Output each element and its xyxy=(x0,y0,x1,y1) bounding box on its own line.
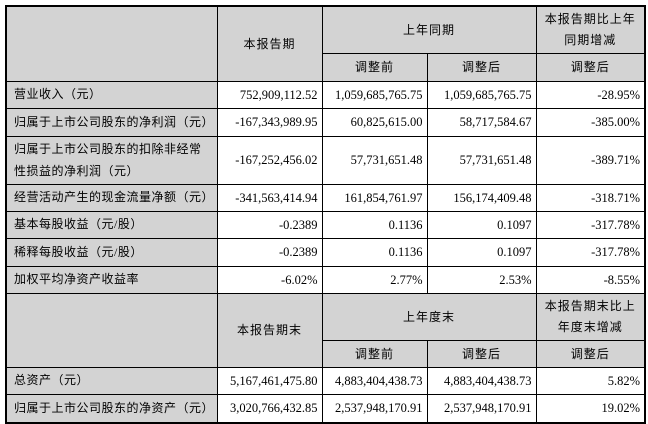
row-label: 营业收入（元） xyxy=(5,81,218,109)
cell-adjusted-before: 2.77% xyxy=(321,266,428,295)
section2-col-prior-group: 上年度末 xyxy=(321,293,537,342)
financial-summary-table: 本报告期 上年同期 本报告期比上年同期增减 调整前 调整后 调整后 营业收入（元… xyxy=(5,5,647,424)
cell-adjusted-after: 57,731,651.48 xyxy=(426,135,537,186)
section1-header-row1: 本报告期 上年同期 本报告期比上年同期增减 xyxy=(5,5,646,82)
row-label: 基本每股收益（元/股） xyxy=(5,211,218,240)
section2-header-row2: 调整前 调整后 调整后 xyxy=(6,340,646,369)
section2-header-row1: 本报告期末 上年度末 本报告期末比上年度末增减 xyxy=(5,293,646,369)
cell-change: 5.82% xyxy=(535,367,646,396)
cell-adjusted-before: 1,059,685,765.75 xyxy=(321,81,428,109)
section1-subcol-before: 调整前 xyxy=(321,53,428,82)
section1-header-row2: 调整前 调整后 调整后 xyxy=(6,53,646,82)
cell-adjusted-before: 4,883,404,438.73 xyxy=(321,367,428,396)
row-label: 经营活动产生的现金流量净额（元） xyxy=(5,184,218,213)
cell-adjusted-after: 58,717,584.67 xyxy=(426,108,537,137)
cell-current: -167,252,456.02 xyxy=(216,135,323,186)
table-row: 归属于上市公司股东的扣除非经常性损益的净利润（元） -167,252,456.0… xyxy=(5,135,646,186)
table-row: 总资产（元） 5,167,461,475.80 4,883,404,438.73… xyxy=(5,367,646,396)
section1-subcol-after: 调整后 xyxy=(426,53,537,82)
section2-subcol-change: 调整后 xyxy=(535,340,646,369)
row-label: 归属于上市公司股东的扣除非经常性损益的净利润（元） xyxy=(5,135,218,186)
section1-col-change-group: 本报告期比上年同期增减 xyxy=(535,5,646,54)
cell-adjusted-before: 57,731,651.48 xyxy=(321,135,428,186)
section2-col-current: 本报告期末 xyxy=(216,293,323,369)
table-row: 归属于上市公司股东的净资产（元） 3,020,766,432.85 2,537,… xyxy=(5,394,646,424)
cell-current: 5,167,461,475.80 xyxy=(216,367,323,396)
cell-current: -0.2389 xyxy=(216,238,323,268)
row-label: 总资产（元） xyxy=(5,367,218,396)
financial-summary: 本报告期 上年同期 本报告期比上年同期增减 调整前 调整后 调整后 营业收入（元… xyxy=(5,5,647,424)
cell-adjusted-before: 161,854,761.97 xyxy=(321,184,428,213)
section1-corner-cell xyxy=(5,5,218,82)
section2-col-change-group: 本报告期末比上年度末增减 xyxy=(535,293,646,342)
cell-change: -385.00% xyxy=(535,108,646,137)
row-label: 归属于上市公司股东的净资产（元） xyxy=(5,394,218,424)
cell-change: -8.55% xyxy=(535,266,646,295)
cell-change: -318.71% xyxy=(535,184,646,213)
row-label: 稀释每股收益（元/股） xyxy=(5,238,218,268)
cell-current: 3,020,766,432.85 xyxy=(216,394,323,424)
section1-col-prior-group: 上年同期 xyxy=(321,5,537,54)
row-label: 加权平均净资产收益率 xyxy=(5,266,218,295)
cell-adjusted-after: 156,174,409.48 xyxy=(426,184,537,213)
section1-col-current: 本报告期 xyxy=(216,5,323,82)
cell-adjusted-before: 60,825,615.00 xyxy=(321,108,428,137)
cell-current: -341,563,414.94 xyxy=(216,184,323,213)
table-row: 经营活动产生的现金流量净额（元） -341,563,414.94 161,854… xyxy=(5,184,646,213)
table-row: 基本每股收益（元/股） -0.2389 0.1136 0.1097 -317.7… xyxy=(5,211,646,240)
cell-change: -389.71% xyxy=(535,135,646,186)
cell-adjusted-after: 0.1097 xyxy=(426,211,537,240)
cell-change: 19.02% xyxy=(535,394,646,424)
table-row: 归属于上市公司股东的净利润（元） -167,343,989.95 60,825,… xyxy=(5,108,646,137)
cell-adjusted-after: 2,537,948,170.91 xyxy=(426,394,537,424)
cell-adjusted-before: 0.1136 xyxy=(321,211,428,240)
cell-adjusted-before: 0.1136 xyxy=(321,238,428,268)
section2-subcol-after: 调整后 xyxy=(426,340,537,369)
section2-subcol-before: 调整前 xyxy=(321,340,428,369)
cell-current: 752,909,112.52 xyxy=(216,81,323,109)
table-row: 加权平均净资产收益率 -6.02% 2.77% 2.53% -8.55% xyxy=(5,266,646,295)
table-row: 营业收入（元） 752,909,112.52 1,059,685,765.75 … xyxy=(5,81,646,109)
row-label: 归属于上市公司股东的净利润（元） xyxy=(5,108,218,137)
cell-change: -28.95% xyxy=(535,81,646,109)
cell-current: -0.2389 xyxy=(216,211,323,240)
section1-subcol-change: 调整后 xyxy=(535,53,646,82)
section2-corner-cell xyxy=(5,293,218,369)
cell-change: -317.78% xyxy=(535,238,646,268)
cell-current: -167,343,989.95 xyxy=(216,108,323,137)
table-row: 稀释每股收益（元/股） -0.2389 0.1136 0.1097 -317.7… xyxy=(5,238,646,268)
cell-adjusted-after: 4,883,404,438.73 xyxy=(426,367,537,396)
cell-current: -6.02% xyxy=(216,266,323,295)
cell-change: -317.78% xyxy=(535,211,646,240)
cell-adjusted-after: 0.1097 xyxy=(426,238,537,268)
cell-adjusted-after: 2.53% xyxy=(426,266,537,295)
cell-adjusted-before: 2,537,948,170.91 xyxy=(321,394,428,424)
cell-adjusted-after: 1,059,685,765.75 xyxy=(426,81,537,109)
